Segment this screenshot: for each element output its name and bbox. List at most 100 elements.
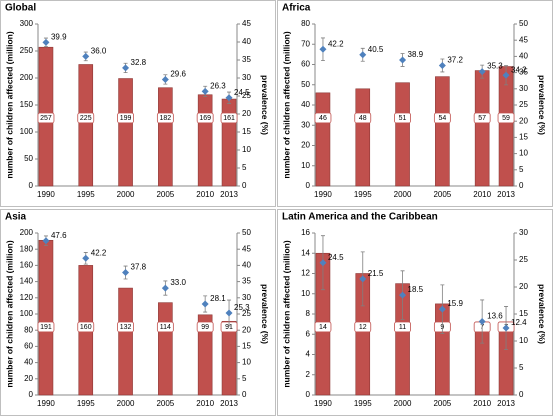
prevalence-marker	[225, 94, 233, 102]
bar-label: 14	[319, 324, 327, 331]
prevalence-label: 36.0	[91, 47, 107, 56]
y-axis-label: number of children affected (million)	[281, 31, 291, 179]
x-tick-label: 2005	[433, 399, 451, 408]
x-tick-label: 2010	[196, 399, 214, 408]
bar-label-box	[77, 321, 95, 333]
bar	[435, 76, 450, 187]
y2-tick-label: 10	[519, 336, 528, 345]
y-tick-label: 4	[306, 350, 311, 359]
bar-label: 54	[438, 115, 446, 122]
x-tick-label: 2005	[433, 190, 451, 199]
prevalence-label: 42.2	[328, 39, 344, 48]
bar-label-box	[394, 321, 411, 333]
y2-tick-label: 35	[519, 68, 528, 77]
x-tick-label: 1995	[77, 190, 95, 199]
bar-label: 169	[199, 115, 211, 122]
y2-axis-label: prevalence (%)	[537, 75, 547, 135]
bar	[221, 98, 237, 187]
x-tick-label: 1990	[37, 190, 55, 199]
bar	[118, 78, 133, 187]
prevalence-marker	[201, 87, 209, 95]
x-tick-label: 2010	[473, 190, 491, 199]
bar-label-box	[77, 112, 95, 124]
y2-tick-label: 25	[519, 100, 528, 109]
y2-tick-label: 30	[519, 84, 528, 93]
bar-label-box	[497, 112, 515, 124]
prevalence-marker	[502, 324, 510, 332]
bar-label: 182	[160, 115, 172, 122]
prevalence-label: 47.6	[51, 231, 67, 240]
prevalence-label: 39.9	[51, 32, 67, 41]
y2-tick-label: 10	[242, 358, 251, 367]
panel-title: Asia	[5, 212, 27, 223]
y-tick-label: 40	[301, 100, 310, 109]
prevalence-marker	[201, 300, 209, 308]
y2-tick-label: 45	[242, 244, 251, 253]
y2-axis-label: prevalence (%)	[537, 284, 547, 344]
bar	[118, 287, 133, 396]
y2-tick-label: 40	[519, 52, 528, 61]
bar-label: 51	[399, 115, 407, 122]
bar-label-box	[196, 112, 214, 124]
x-tick-label: 1990	[314, 190, 332, 199]
prevalence-marker	[438, 61, 446, 69]
prevalence-marker	[319, 45, 327, 53]
y-tick-label: 16	[301, 228, 310, 237]
x-tick-label: 1990	[314, 399, 332, 408]
bar	[315, 92, 331, 187]
bar	[78, 64, 94, 187]
y2-axis-label: prevalence (%)	[260, 75, 270, 135]
bar-label: 11	[399, 324, 406, 331]
y2-tick-label: 45	[519, 35, 528, 44]
y2-tick-label: 20	[519, 282, 528, 291]
prevalence-label: 37.2	[447, 56, 463, 65]
y2-tick-label: 15	[519, 309, 528, 318]
prevalence-marker	[82, 254, 90, 262]
x-tick-label: 2013	[220, 399, 238, 408]
prevalence-label: 35.3	[487, 62, 503, 71]
prevalence-marker	[122, 269, 130, 277]
prevalence-marker	[42, 237, 50, 245]
y-tick-label: 200	[20, 73, 34, 82]
x-tick-label: 1990	[37, 399, 55, 408]
bar-label-box	[354, 321, 372, 333]
panel-title: Latin America and the Caribbean	[282, 212, 438, 223]
y-tick-label: 40	[24, 358, 33, 367]
y-tick-label: 0	[29, 390, 34, 399]
y2-tick-label: 15	[519, 133, 528, 142]
bar-label-box	[354, 112, 372, 124]
x-tick-label: 2005	[156, 399, 174, 408]
prevalence-label: 32.8	[131, 58, 147, 67]
y2-tick-label: 20	[242, 325, 251, 334]
bar-label-box	[394, 112, 411, 124]
y2-tick-label: 50	[242, 228, 251, 237]
bar	[355, 88, 371, 187]
prevalence-marker	[82, 52, 90, 60]
y2-tick-label: 0	[519, 390, 524, 399]
x-tick-label: 2000	[117, 190, 135, 199]
bar-label-box	[196, 321, 214, 333]
y-tick-label: 100	[20, 127, 34, 136]
y2-tick-label: 25	[242, 309, 251, 318]
y2-tick-label: 35	[242, 277, 251, 286]
y2-tick-label: 10	[242, 145, 251, 154]
y-tick-label: 20	[24, 374, 33, 383]
y2-tick-label: 40	[242, 37, 251, 46]
y-axis-label: number of children affected (million)	[4, 31, 14, 179]
y-tick-label: 70	[301, 39, 310, 48]
bar-label: 48	[359, 115, 367, 122]
y-tick-label: 80	[301, 19, 310, 28]
y2-tick-label: 50	[519, 19, 528, 28]
bar-label: 12	[359, 324, 367, 331]
prevalence-marker	[319, 259, 327, 267]
bar-label-box	[220, 112, 238, 124]
x-tick-label: 2005	[156, 190, 174, 199]
y-tick-label: 6	[306, 329, 311, 338]
y-tick-label: 200	[20, 228, 34, 237]
y-tick-label: 2	[306, 370, 311, 379]
y2-tick-label: 30	[242, 293, 251, 302]
bar-label: 114	[160, 324, 171, 331]
y-tick-label: 80	[24, 325, 33, 334]
bar-label: 99	[201, 324, 209, 331]
y2-tick-label: 45	[242, 19, 251, 28]
